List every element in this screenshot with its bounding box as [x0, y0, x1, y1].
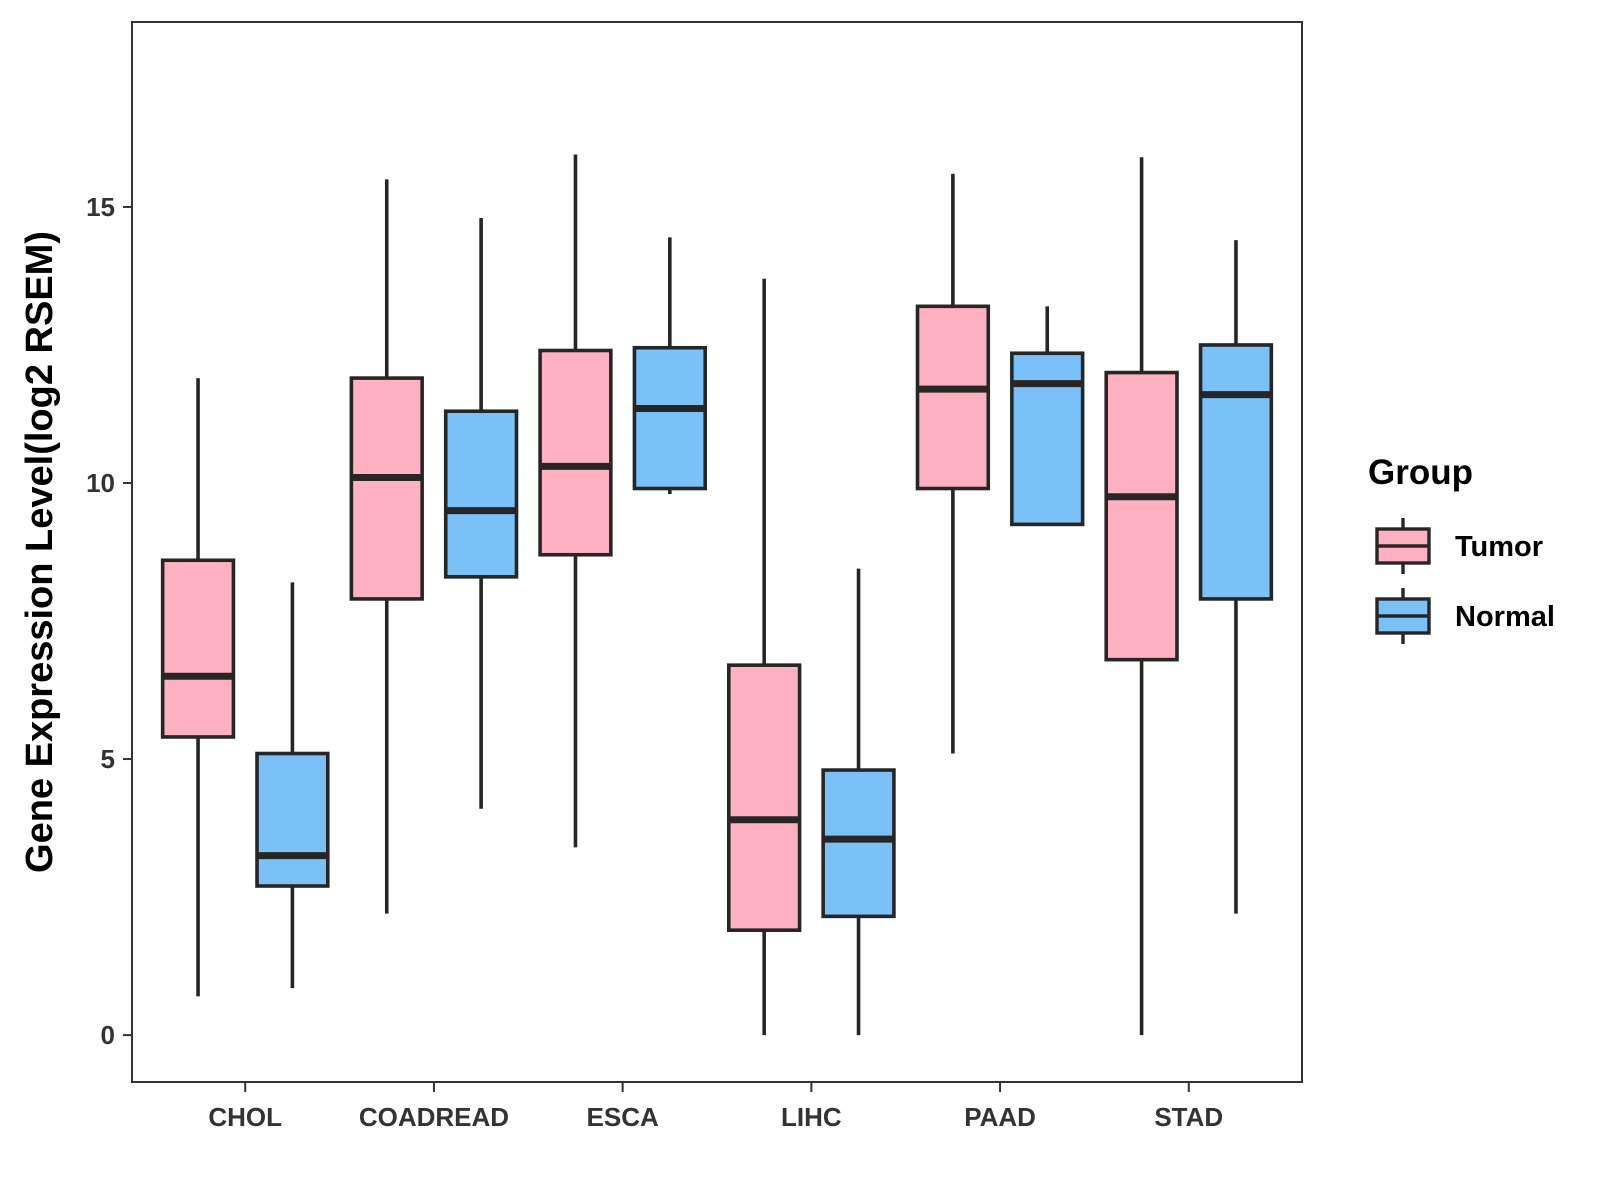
legend: Group Tumor Normal: [1368, 453, 1555, 644]
y-tick-label-0: 0: [101, 1020, 115, 1050]
iqr-box-tumor-esca: [538, 348, 613, 557]
box-tumor-paad: [915, 173, 991, 754]
box-normal-lihc: [821, 568, 896, 1036]
box-tumor-esca: [538, 154, 613, 848]
x-tick-label-stad: STAD: [1154, 1102, 1223, 1132]
iqr-box-normal-stad: [1198, 343, 1274, 601]
legend-title: Group: [1368, 453, 1473, 492]
x-tick-label-paad: PAAD: [964, 1102, 1036, 1132]
iqr-box-normal-lihc: [821, 768, 896, 919]
iqr-box-normal-chol: [255, 751, 330, 888]
iqr-box-tumor-stad: [1104, 370, 1179, 662]
y-tick-label-15: 15: [86, 192, 115, 222]
box-normal-paad: [1010, 306, 1085, 527]
legend-label-normal: Normal: [1455, 601, 1555, 633]
y-tick-label-10: 10: [86, 468, 115, 498]
box-layer: [160, 154, 1274, 1036]
box-tumor-coadread: [349, 179, 424, 914]
box-tumor-lihc: [726, 278, 802, 1036]
x-tick-label-coadread: COADREAD: [359, 1102, 509, 1132]
iqr-box-tumor-paad: [915, 304, 991, 491]
iqr-box-tumor-lihc: [726, 663, 802, 932]
x-axis: CHOL COADREAD ESCA LIHC PAAD STAD: [208, 1082, 1223, 1132]
iqr-box-normal-esca: [632, 345, 708, 491]
box-tumor-chol: [160, 378, 236, 997]
iqr-box-normal-paad: [1010, 351, 1085, 527]
legend-key-tumor: [1375, 518, 1431, 574]
x-tick-label-chol: CHOL: [208, 1102, 282, 1132]
y-tick-label-5: 5: [101, 744, 115, 774]
box-normal-stad: [1198, 240, 1274, 914]
iqr-box-tumor-coadread: [349, 376, 424, 601]
legend-label-tumor: Tumor: [1455, 531, 1543, 563]
iqr-box-tumor-chol: [160, 558, 236, 739]
box-normal-coadread: [443, 217, 519, 809]
iqr-box-normal-coadread: [443, 409, 519, 579]
x-tick-label-lihc: LIHC: [781, 1102, 842, 1132]
box-normal-chol: [255, 582, 330, 989]
legend-key-normal: [1375, 588, 1431, 644]
y-axis: 0 5 10 15: [86, 192, 132, 1050]
box-normal-esca: [632, 237, 708, 495]
x-tick-label-esca: ESCA: [587, 1102, 659, 1132]
box-tumor-stad: [1104, 157, 1179, 1036]
y-axis-title: Gene Expression Level(log2 RSEM): [19, 231, 61, 873]
